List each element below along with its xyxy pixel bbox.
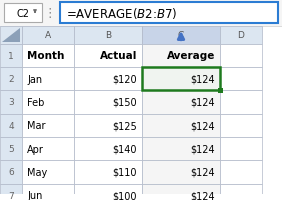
- Text: $110: $110: [113, 167, 137, 177]
- Bar: [142, 137, 220, 160]
- Text: B: B: [105, 31, 111, 40]
- Text: $124: $124: [190, 144, 215, 154]
- Bar: [0, 184, 22, 200]
- Bar: [22, 137, 74, 160]
- Bar: [0, 44, 22, 68]
- Bar: [0, 68, 22, 91]
- Text: 1: 1: [8, 52, 14, 61]
- Bar: [74, 44, 142, 68]
- Bar: [74, 68, 142, 91]
- Bar: [220, 44, 262, 68]
- Bar: [22, 91, 74, 114]
- Bar: [4, 4, 42, 23]
- Text: 5: 5: [8, 144, 14, 153]
- Bar: [142, 160, 220, 184]
- Text: $124: $124: [190, 74, 215, 84]
- Text: Actual: Actual: [100, 51, 137, 61]
- Text: Feb: Feb: [27, 97, 44, 107]
- Bar: [74, 184, 142, 200]
- Bar: [22, 184, 74, 200]
- Text: 4: 4: [8, 121, 14, 130]
- Bar: [22, 160, 74, 184]
- Bar: [0, 160, 22, 184]
- Bar: [74, 27, 142, 44]
- Bar: [220, 91, 262, 114]
- Text: 3: 3: [8, 98, 14, 107]
- Bar: [22, 114, 74, 137]
- Text: 2: 2: [8, 75, 14, 84]
- Bar: [0, 0, 282, 27]
- Text: $140: $140: [113, 144, 137, 154]
- Text: Apr: Apr: [27, 144, 44, 154]
- Text: Jun: Jun: [27, 190, 42, 200]
- Polygon shape: [2, 29, 20, 43]
- Bar: [142, 91, 220, 114]
- Bar: [0, 27, 22, 44]
- Bar: [74, 160, 142, 184]
- Bar: [142, 184, 220, 200]
- Text: A: A: [45, 31, 51, 40]
- Text: $124: $124: [190, 190, 215, 200]
- Bar: [0, 137, 22, 160]
- Bar: [142, 44, 220, 68]
- Text: May: May: [27, 167, 47, 177]
- Text: $124: $124: [190, 97, 215, 107]
- Bar: [74, 137, 142, 160]
- Bar: [142, 114, 220, 137]
- Bar: [142, 27, 220, 44]
- Bar: [0, 114, 22, 137]
- Text: ⋮: ⋮: [44, 7, 56, 20]
- Text: =AVERAGE($B$2:$B$7): =AVERAGE($B$2:$B$7): [66, 6, 177, 21]
- Bar: [220, 184, 262, 200]
- Text: $100: $100: [113, 190, 137, 200]
- Bar: [22, 27, 74, 44]
- Text: Jan: Jan: [27, 74, 42, 84]
- Text: 6: 6: [8, 168, 14, 177]
- Text: $150: $150: [112, 97, 137, 107]
- Bar: [220, 27, 262, 44]
- Bar: [74, 91, 142, 114]
- Bar: [217, 88, 222, 93]
- Text: Month: Month: [27, 51, 64, 61]
- Bar: [220, 160, 262, 184]
- Text: $125: $125: [112, 121, 137, 131]
- Bar: [0, 91, 22, 114]
- Text: Mar: Mar: [27, 121, 45, 131]
- Text: $120: $120: [112, 74, 137, 84]
- Text: $124: $124: [190, 121, 215, 131]
- Bar: [22, 68, 74, 91]
- Bar: [220, 68, 262, 91]
- Text: D: D: [237, 31, 244, 40]
- Bar: [220, 114, 262, 137]
- Text: C2: C2: [17, 9, 30, 19]
- Text: $124: $124: [190, 167, 215, 177]
- Bar: [142, 68, 220, 91]
- Text: Average: Average: [167, 51, 215, 61]
- Bar: [22, 44, 74, 68]
- Bar: [142, 68, 220, 91]
- Text: C: C: [178, 31, 184, 40]
- Bar: [60, 3, 278, 24]
- Bar: [220, 137, 262, 160]
- Bar: [74, 114, 142, 137]
- Text: 7: 7: [8, 191, 14, 200]
